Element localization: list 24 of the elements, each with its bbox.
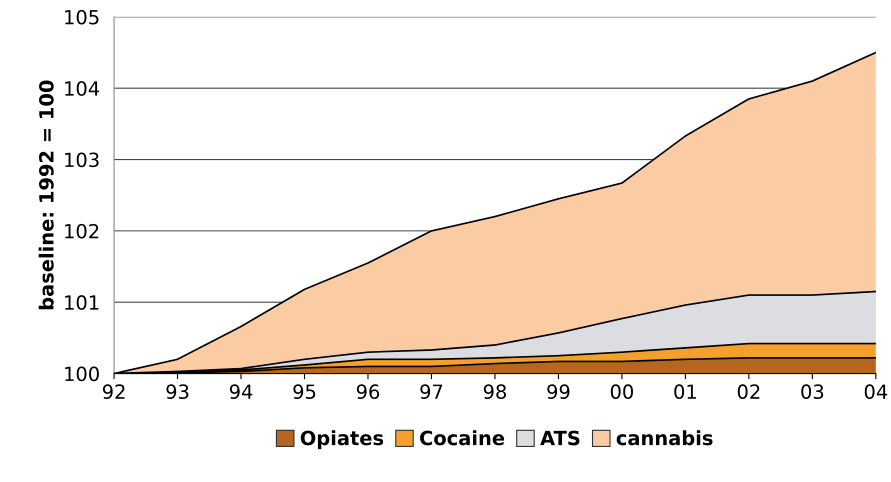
- x-tick-label: 94: [230, 384, 252, 400]
- x-tick-label: 00: [610, 384, 633, 400]
- y-tick-label: 100: [65, 366, 99, 382]
- y-tick-label: 101: [65, 295, 98, 310]
- x-tick-label: 02: [738, 384, 760, 400]
- y-tick-label: 104: [65, 81, 100, 96]
- y-axis-title: baseline: 1992 = 100: [38, 80, 54, 310]
- x-tick-label: 97: [420, 384, 442, 400]
- x-tick-label: 93: [166, 384, 188, 400]
- y-tick-label: 102: [65, 224, 98, 239]
- y-tick-label: 103: [65, 152, 99, 168]
- x-tick-label: 96: [356, 384, 380, 400]
- x-tick-label: 98: [484, 384, 506, 400]
- legend-label: Cocaine: [420, 430, 504, 446]
- x-tick-label: 01: [674, 384, 696, 400]
- legend-label: Opiates: [300, 430, 384, 450]
- x-tick-label: 95: [293, 384, 316, 400]
- y-tick-label: 105: [65, 10, 98, 25]
- x-tick-label: 03: [801, 384, 824, 400]
- x-tick-label: 04: [864, 384, 888, 400]
- legend-label: ATS: [540, 430, 580, 446]
- x-tick-label: 92: [102, 384, 124, 400]
- legend-label: cannabis: [616, 430, 713, 446]
- x-tick-label: 99: [547, 384, 570, 400]
